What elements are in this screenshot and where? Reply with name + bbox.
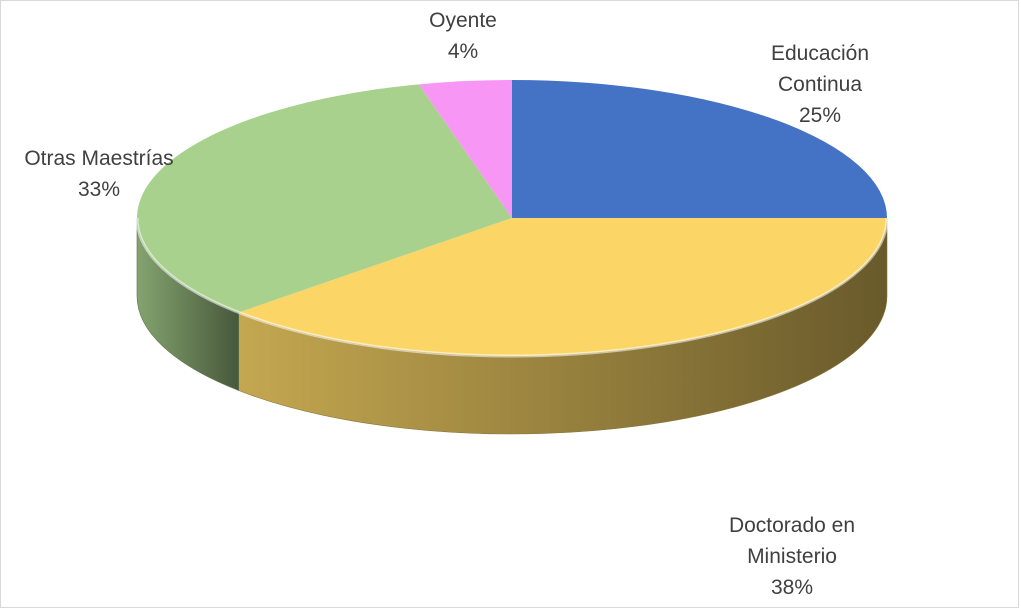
- pie-top: [136, 80, 887, 356]
- slice-label-otras-maestrias: Otras Maestrías 33%: [4, 143, 194, 205]
- slice-name-line: Oyente: [429, 9, 497, 32]
- slice-value-label: 33%: [77, 178, 121, 201]
- slice-value-label: 4%: [447, 40, 479, 63]
- pie-rim-highlight: [135, 217, 889, 358]
- slice-label-oyente: Oyente 4%: [413, 5, 513, 67]
- slice-name-line: Doctorado en: [728, 514, 856, 537]
- slice-name-line: Otras Maestrías: [24, 147, 174, 170]
- pie-slice-0: [512, 80, 887, 218]
- slice-name-line: Continua: [777, 73, 863, 96]
- pie-slice-3: [418, 80, 512, 218]
- slice-label-educacion-continua: Educación Continua 25%: [760, 38, 880, 131]
- slice-value-label: 25%: [798, 104, 842, 127]
- slice-name-line: Ministerio: [747, 545, 837, 568]
- pie-slice-1: [238, 218, 887, 356]
- slice-value-label: 38%: [770, 576, 814, 599]
- pie-slice-2: [136, 84, 512, 313]
- slice-name-line: Educación: [770, 42, 870, 65]
- slice-label-doctorado-en-ministerio: Doctorado en Ministerio 38%: [712, 510, 872, 603]
